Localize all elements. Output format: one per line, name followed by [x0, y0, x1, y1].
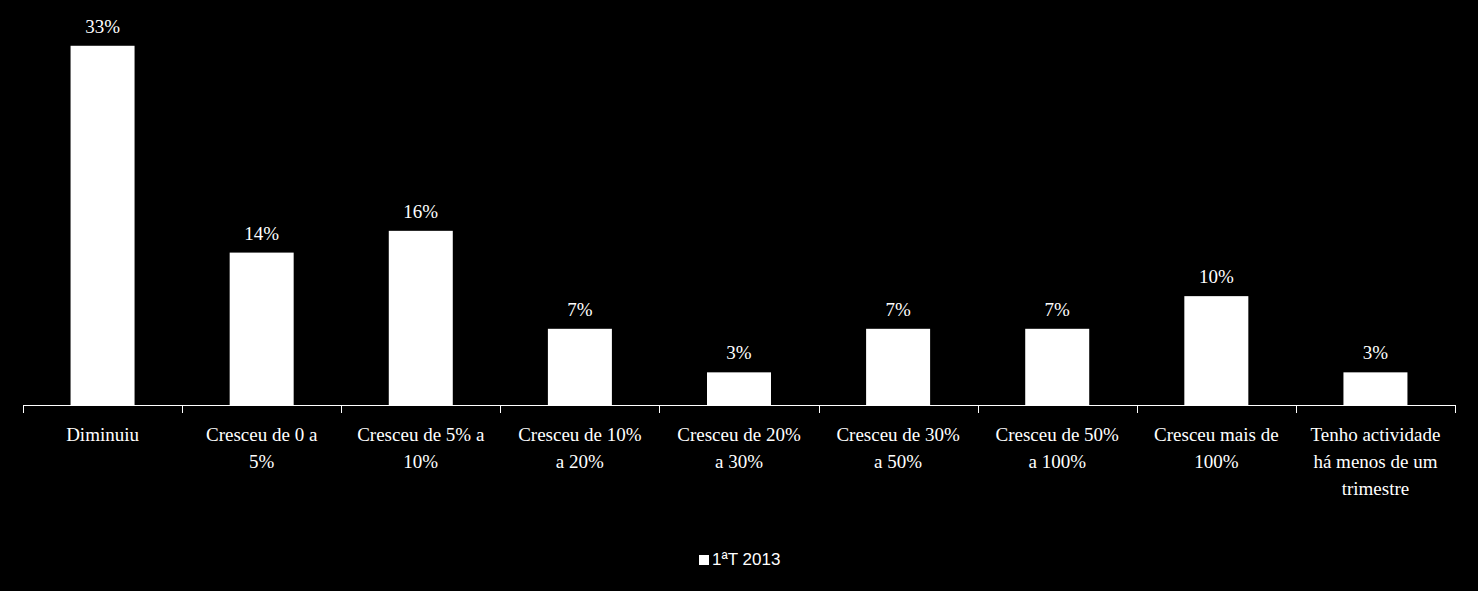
category-separator: [659, 405, 660, 413]
data-label: 16%: [371, 201, 471, 223]
category-separator: [978, 405, 979, 413]
data-label: 3%: [1325, 342, 1425, 364]
category-label: Cresceu de 30% a 50%: [830, 421, 966, 475]
bar: [866, 329, 930, 405]
data-label: 3%: [689, 342, 789, 364]
category-separator: [341, 405, 342, 413]
category-label: Diminuiu: [35, 421, 171, 448]
data-label: 14%: [212, 223, 312, 245]
chart-svg: [0, 0, 1478, 591]
bar: [548, 329, 612, 405]
category-label: Tenho actividade há menos de um trimestr…: [1307, 421, 1443, 502]
data-label: 7%: [530, 299, 630, 321]
category-label: Cresceu de 50% a 100%: [989, 421, 1125, 475]
bar: [707, 372, 771, 405]
bar: [71, 46, 135, 405]
x-axis: [23, 405, 1455, 406]
data-label: 33%: [53, 16, 153, 38]
category-separator: [819, 405, 820, 413]
legend-label: 1ªT 2013: [712, 550, 780, 570]
bar: [389, 231, 453, 405]
category-label: Cresceu mais de 100%: [1148, 421, 1284, 475]
data-label: 7%: [848, 299, 948, 321]
category-label: Cresceu de 5% a 10%: [353, 421, 489, 475]
bar: [1025, 329, 1089, 405]
category-separator: [23, 405, 24, 413]
category-separator: [1455, 405, 1456, 413]
category-label: Cresceu de 0 a 5%: [194, 421, 330, 475]
category-separator: [500, 405, 501, 413]
category-separator: [182, 405, 183, 413]
bar: [1184, 296, 1248, 405]
bars: [71, 46, 1408, 405]
bar: [230, 253, 294, 405]
category-separator: [1296, 405, 1297, 413]
category-label: Cresceu de 20% a 30%: [671, 421, 807, 475]
data-label: 10%: [1166, 266, 1266, 288]
chart-root: 33% 14% 16% 7% 3% 7% 7% 10% 3% Diminuiu Cresceu de…: [0, 0, 1478, 591]
data-label: 7%: [1007, 299, 1107, 321]
bar: [1343, 372, 1407, 405]
category-label: Cresceu de 10% a 20%: [512, 421, 648, 475]
legend-swatch: [699, 555, 709, 565]
category-separator: [1137, 405, 1138, 413]
